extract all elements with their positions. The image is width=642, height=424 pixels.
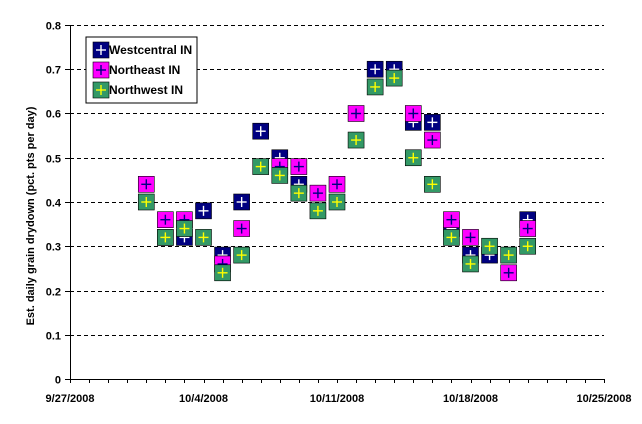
- y-tick-label: 0.2: [46, 287, 61, 299]
- data-point: [347, 105, 365, 122]
- legend-marker: [92, 41, 110, 59]
- legend-label: Westcentral IN: [109, 43, 192, 57]
- data-point: [328, 193, 346, 211]
- x-tick-label: 10/18/2008: [443, 393, 498, 405]
- y-tick-label: 0.6: [46, 109, 61, 121]
- data-point: [233, 220, 250, 237]
- data-point: [195, 202, 212, 220]
- data-points: [137, 60, 537, 282]
- data-point: [462, 255, 479, 273]
- series-westcentral-in: [157, 60, 537, 264]
- legend-label: Northwest IN: [109, 83, 183, 97]
- data-point: [500, 264, 517, 282]
- y-tick-label: 0.4: [46, 198, 62, 210]
- data-point: [519, 237, 537, 255]
- data-point: [519, 220, 537, 237]
- data-point: [157, 211, 174, 228]
- series-northwest-in: [137, 69, 537, 282]
- data-point: [157, 229, 174, 246]
- x-tick-label: 9/27/2008: [46, 393, 95, 405]
- x-tick-label: 10/4/2008: [179, 393, 228, 405]
- y-tick-label: 0.1: [46, 331, 61, 343]
- legend: Westcentral IN Northeast IN Northwest IN: [85, 36, 198, 104]
- y-tick-label: 0.3: [46, 242, 61, 254]
- data-point: [309, 202, 327, 220]
- data-point: [424, 114, 441, 131]
- data-point: [443, 211, 460, 228]
- x-tick-label: 10/25/2008: [576, 393, 631, 405]
- y-tick-label: 0.5: [46, 154, 61, 166]
- data-point: [271, 167, 289, 184]
- data-point: [233, 193, 250, 211]
- y-tick-label: 0.7: [46, 65, 61, 77]
- data-point: [500, 246, 517, 264]
- legend-marker: [92, 81, 110, 99]
- data-point: [443, 229, 460, 246]
- data-point: [233, 246, 250, 264]
- data-point: [347, 131, 365, 149]
- data-point: [424, 176, 441, 193]
- data-point: [252, 122, 270, 140]
- data-point: [328, 176, 346, 193]
- y-tick-label: 0: [55, 375, 61, 387]
- legend-marker: [92, 61, 110, 79]
- legend-label: Northeast IN: [109, 63, 180, 77]
- data-point: [214, 264, 231, 282]
- data-point: [462, 229, 479, 246]
- data-point: [137, 176, 155, 193]
- data-point: [195, 229, 212, 246]
- data-point: [366, 78, 384, 96]
- x-tick-label: 10/11/2008: [310, 393, 364, 405]
- data-point: [481, 237, 498, 255]
- axes: 0 0.1 0.2 0.3 0.4 0.5 0.6 0.7 0.8 9/27/2008 10/4/2…: [46, 21, 632, 406]
- data-point: [290, 184, 308, 202]
- data-point: [252, 158, 270, 175]
- data-point: [309, 184, 327, 202]
- data-point: [404, 105, 422, 122]
- data-point: [137, 193, 155, 211]
- series-northeast-in: [137, 105, 537, 282]
- data-point: [290, 158, 308, 175]
- data-point: [385, 69, 403, 87]
- data-point: [404, 149, 422, 167]
- data-point: [176, 220, 193, 237]
- y-tick-label: 0.8: [46, 21, 61, 33]
- y-axis-title: Est. daily grain drydown (pct. pts per d…: [25, 106, 37, 325]
- data-point: [366, 60, 384, 78]
- data-point: [424, 131, 441, 149]
